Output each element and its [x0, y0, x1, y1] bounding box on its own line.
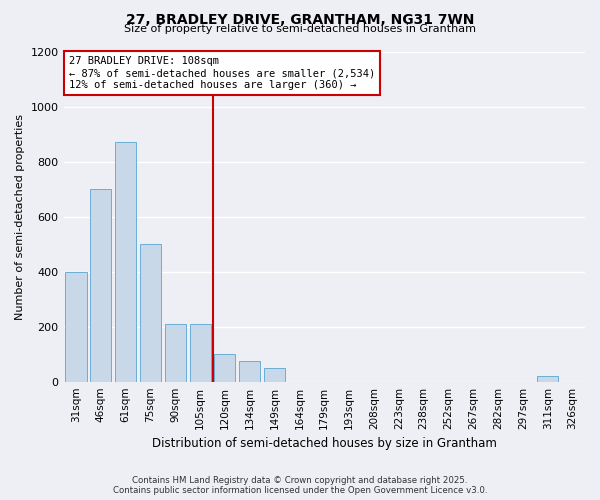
Bar — [264, 368, 285, 382]
Bar — [239, 361, 260, 382]
Bar — [140, 244, 161, 382]
Text: Contains HM Land Registry data © Crown copyright and database right 2025.
Contai: Contains HM Land Registry data © Crown c… — [113, 476, 487, 495]
Bar — [115, 142, 136, 382]
Text: Size of property relative to semi-detached houses in Grantham: Size of property relative to semi-detach… — [124, 24, 476, 34]
Y-axis label: Number of semi-detached properties: Number of semi-detached properties — [15, 114, 25, 320]
Bar — [214, 354, 235, 382]
Bar — [90, 189, 112, 382]
X-axis label: Distribution of semi-detached houses by size in Grantham: Distribution of semi-detached houses by … — [152, 437, 497, 450]
Text: 27 BRADLEY DRIVE: 108sqm
← 87% of semi-detached houses are smaller (2,534)
12% o: 27 BRADLEY DRIVE: 108sqm ← 87% of semi-d… — [69, 56, 375, 90]
Bar — [190, 324, 211, 382]
Text: 27, BRADLEY DRIVE, GRANTHAM, NG31 7WN: 27, BRADLEY DRIVE, GRANTHAM, NG31 7WN — [126, 12, 474, 26]
Bar — [537, 376, 559, 382]
Bar — [65, 272, 86, 382]
Bar — [165, 324, 186, 382]
